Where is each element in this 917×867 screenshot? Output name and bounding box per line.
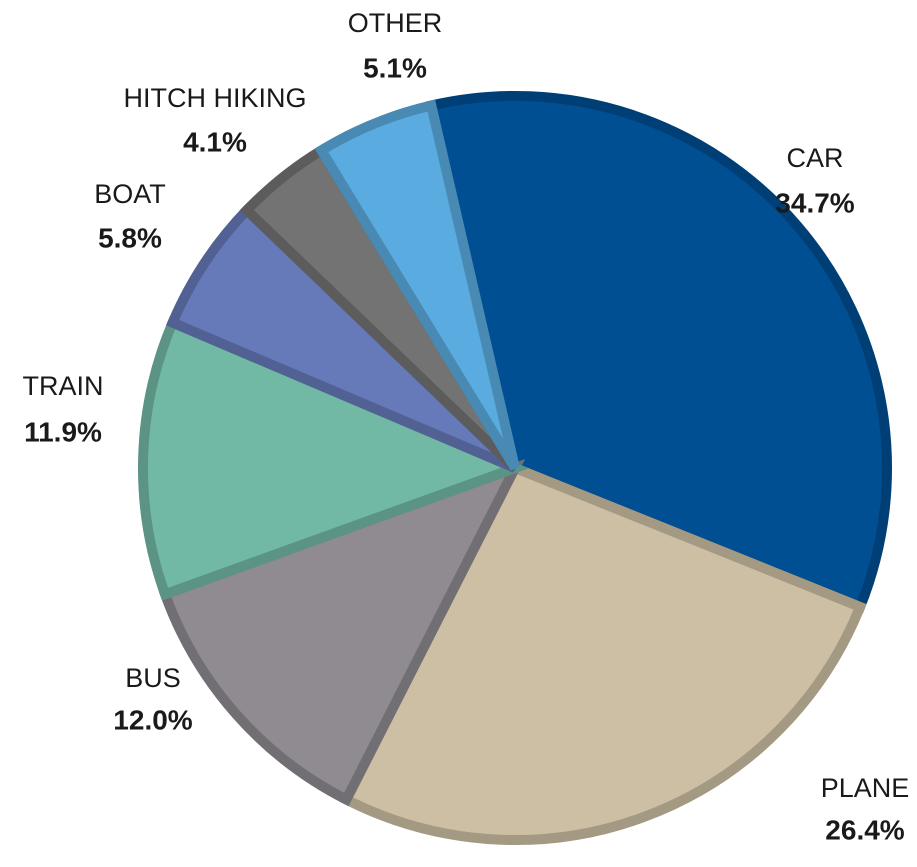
- slice-name: BOAT: [94, 179, 166, 209]
- slice-value: 5.1%: [363, 52, 427, 83]
- pie-slice: [339, 461, 867, 845]
- slice-name: BUS: [125, 663, 181, 693]
- slice-name: OTHER: [348, 8, 443, 38]
- slice-value: 12.0%: [113, 704, 192, 735]
- pie-slice: [138, 316, 529, 601]
- slice-name: TRAIN: [23, 371, 104, 401]
- slice-name: HITCH HIKING: [123, 83, 306, 113]
- slice-value: 34.7%: [775, 187, 854, 218]
- slice-value: 4.1%: [183, 126, 247, 157]
- slice-value: 26.4%: [825, 814, 904, 845]
- slice-name: PLANE: [821, 773, 910, 803]
- slice-value: 11.9%: [24, 416, 102, 447]
- pie-slice: [158, 459, 526, 807]
- slice-name: CAR: [786, 143, 843, 173]
- slice-value: 5.8%: [98, 222, 162, 253]
- pie-slice: [314, 99, 520, 471]
